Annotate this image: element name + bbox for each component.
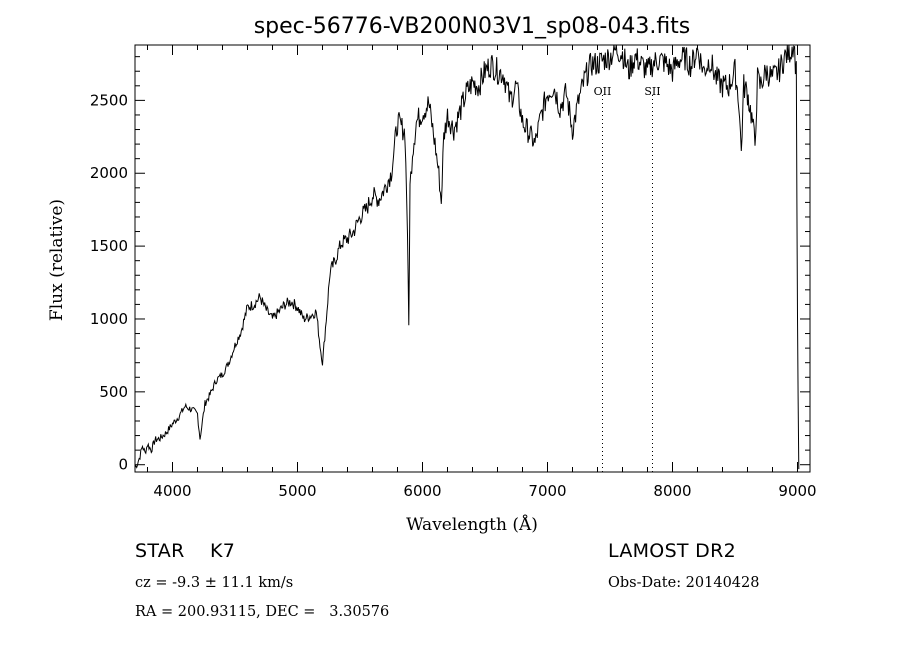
x-tick-label: 8000 <box>653 482 691 500</box>
plot-frame <box>134 44 811 473</box>
y-tick-label: 500 <box>99 383 128 401</box>
y-tick-label: 1500 <box>90 237 128 255</box>
x-tick-label: 4000 <box>153 482 191 500</box>
object-subclass: K7 <box>209 540 236 562</box>
x-tick-label: 7000 <box>528 482 566 500</box>
spectrum-chart: spec-56776-VB200N03V1_sp08-043.fits OII S… <box>47 14 817 535</box>
y-axis-label: Flux (relative) <box>47 199 67 321</box>
survey-name: LAMOST DR2 <box>608 540 736 562</box>
x-tick-label: 5000 <box>278 482 316 500</box>
object-class: STAR K7 <box>135 540 235 562</box>
annotation-lines: OII SII <box>594 85 661 472</box>
observation-date: Obs-Date: 20140428 <box>608 575 760 591</box>
tick-labels: 4000 5000 6000 7000 8000 9000 0 500 1000 1500 2000… <box>90 91 817 500</box>
plot-axes <box>134 44 811 473</box>
x-tick-label: 6000 <box>403 482 441 500</box>
axis-ticks <box>135 45 810 472</box>
spectrum-line <box>134 44 800 470</box>
x-axis-label: Wavelength (Å) <box>406 514 538 535</box>
x-tick-label: 9000 <box>778 482 816 500</box>
chart-title: spec-56776-VB200N03V1_sp08-043.fits <box>254 14 691 39</box>
annotation-label: OII <box>594 85 612 98</box>
ra-dec-coordinates: RA = 200.93115, DEC = 3.30576 <box>135 604 390 620</box>
y-tick-label: 0 <box>118 456 128 474</box>
y-tick-label: 1000 <box>90 310 128 328</box>
annotation-label: SII <box>644 85 660 98</box>
redshift-cz: cz = -9.3 ± 11.1 km/s <box>135 575 294 591</box>
y-tick-label: 2000 <box>90 164 128 182</box>
y-tick-label: 2500 <box>90 91 128 109</box>
object-type: STAR <box>135 540 185 562</box>
